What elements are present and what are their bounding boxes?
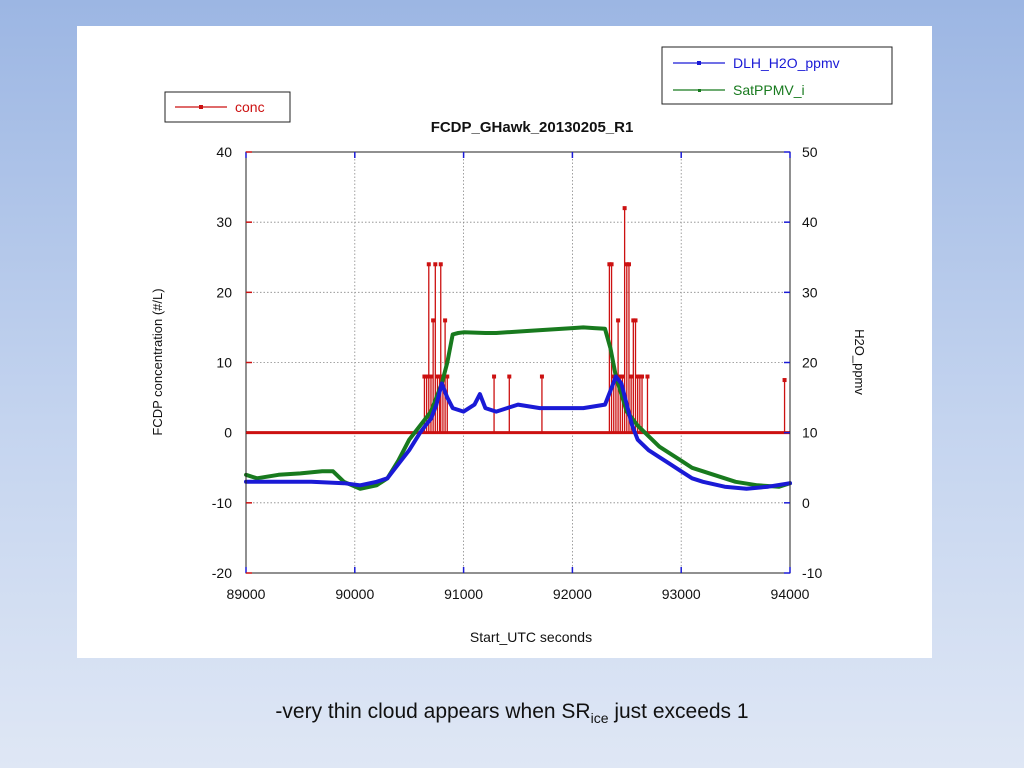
- legend-conc-marker: [199, 105, 203, 109]
- caption-text: -very thin cloud appears when SR: [275, 700, 591, 723]
- x-tick-label: 92000: [553, 586, 592, 602]
- conc-point: [782, 378, 787, 383]
- conc-point: [640, 374, 645, 379]
- conc-point: [631, 318, 636, 323]
- h2o-series: [244, 325, 792, 491]
- legend-conc-label: conc: [235, 99, 265, 115]
- conc-point: [607, 262, 612, 267]
- conc-point: [624, 262, 629, 267]
- conc-point: [438, 262, 443, 267]
- conc-point: [637, 374, 642, 379]
- conc-point: [620, 374, 625, 379]
- legend-right: DLH_H2O_ppmv SatPPMV_i: [661, 46, 893, 105]
- legend-sat-marker: [698, 89, 701, 92]
- conc-point: [645, 374, 650, 379]
- conc-point: [443, 318, 448, 323]
- conc-point: [431, 318, 436, 323]
- conc-point: [437, 374, 442, 379]
- conc-series: [246, 206, 790, 435]
- conc-point: [622, 206, 627, 211]
- y-tick-label-left: -20: [212, 565, 232, 581]
- legend-sat-label: SatPPMV_i: [733, 82, 805, 98]
- chart-title: FCDP_GHawk_20130205_R1: [431, 119, 634, 136]
- caption-text-end: just exceeds 1: [608, 700, 749, 723]
- conc-point: [445, 374, 450, 379]
- axis-ticks: 89000 90000 91000 92000 93000 94000 -20 -10 0 10 2…: [212, 144, 823, 602]
- y-tick-label-left: 40: [216, 144, 232, 160]
- legend-dlh-label: DLH_H2O_ppmv: [733, 55, 840, 71]
- conc-point: [426, 262, 431, 267]
- conc-point: [507, 374, 512, 379]
- y-tick-label-left: 20: [216, 284, 232, 300]
- conc-point: [609, 262, 614, 267]
- y-tick-label-left: 30: [216, 214, 232, 230]
- conc-point: [616, 318, 621, 323]
- y-axis-label-left: FCDP concentration (#/L): [150, 288, 165, 435]
- conc-point: [433, 262, 438, 267]
- legend-dlh-marker: [697, 61, 701, 65]
- grid-lines: [246, 152, 790, 573]
- slide-caption: -very thin cloud appears when SRice just…: [0, 700, 1024, 726]
- legend-left: conc: [164, 91, 291, 123]
- conc-point: [422, 374, 427, 379]
- x-tick-label: 91000: [444, 586, 483, 602]
- chart-figure: 89000 90000 91000 92000 93000 94000 -20 -10 0 10 2…: [77, 26, 932, 658]
- conc-point: [424, 374, 429, 379]
- x-tick-label: 93000: [662, 586, 701, 602]
- y-tick-label-right: 10: [802, 425, 818, 441]
- y-tick-label-right: 20: [802, 355, 818, 371]
- x-axis-label: Start_UTC seconds: [470, 629, 592, 645]
- conc-point: [635, 374, 640, 379]
- y-tick-label-left: -10: [212, 495, 232, 511]
- y-tick-label-right: 0: [802, 495, 810, 511]
- conc-point: [492, 374, 497, 379]
- y-tick-label-right: -10: [802, 565, 822, 581]
- y-tick-label-left: 10: [216, 355, 232, 371]
- conc-point: [618, 374, 623, 379]
- y-axis-label-right: H2O_ppmv: [852, 329, 867, 395]
- conc-point: [626, 262, 631, 267]
- y-tick-label-right: 50: [802, 144, 818, 160]
- x-tick-label: 90000: [335, 586, 374, 602]
- satppmv-line: [244, 325, 792, 491]
- dlh-h2o-line: [244, 374, 792, 491]
- y-tick-label-right: 40: [802, 214, 818, 230]
- conc-point: [629, 374, 634, 379]
- conc-point: [611, 374, 616, 379]
- conc-point: [428, 374, 433, 379]
- chart-svg: 89000 90000 91000 92000 93000 94000 -20 -10 0 10 2…: [150, 46, 893, 645]
- x-tick-label: 94000: [771, 586, 810, 602]
- conc-point: [435, 374, 440, 379]
- conc-point: [539, 374, 544, 379]
- caption-subscript: ice: [590, 710, 609, 727]
- y-tick-label-right: 30: [802, 284, 818, 300]
- y-tick-label-left: 0: [224, 425, 232, 441]
- x-tick-label: 89000: [227, 586, 266, 602]
- conc-point: [633, 318, 638, 323]
